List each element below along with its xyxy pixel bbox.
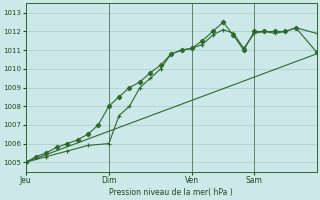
X-axis label: Pression niveau de la mer( hPa ): Pression niveau de la mer( hPa )	[109, 188, 233, 197]
